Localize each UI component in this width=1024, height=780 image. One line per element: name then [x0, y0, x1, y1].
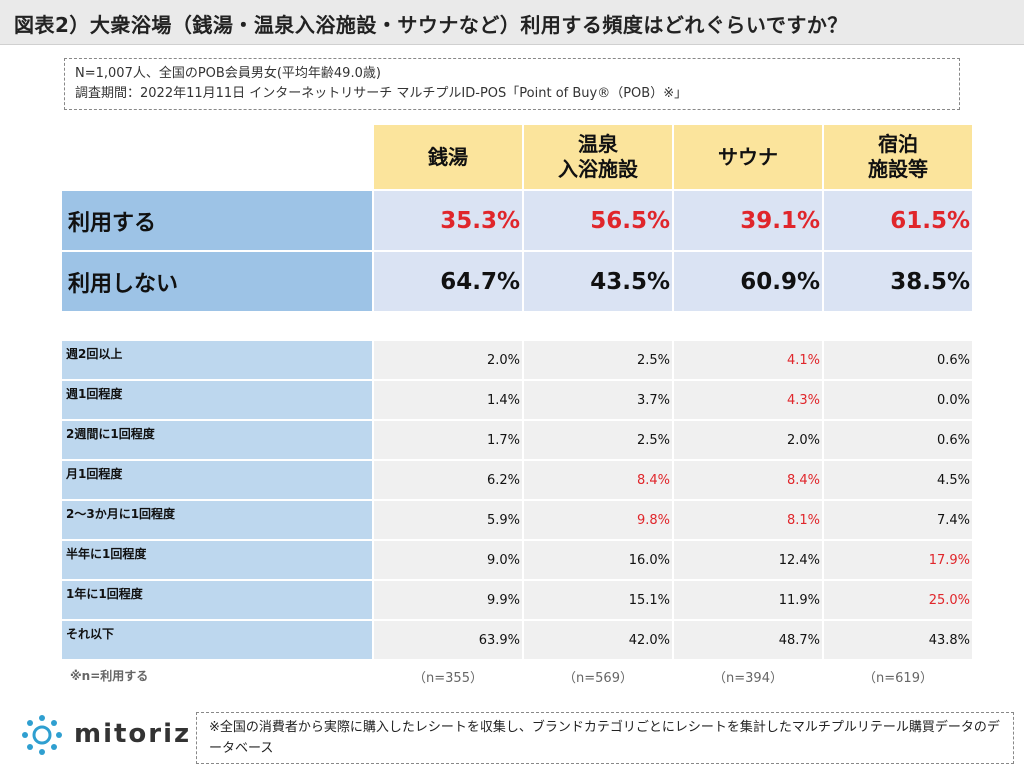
mitoriz-logo-icon: [22, 715, 62, 755]
row-label: 週1回程度: [62, 381, 372, 419]
value-cell: 60.9%: [674, 252, 822, 311]
value-cell: 0.6%: [824, 341, 972, 379]
sample-size-sauna: （n=394）: [713, 671, 783, 686]
frequency-row: 2～3か月に1回程度 5.9% 9.8% 8.1% 7.4%: [62, 501, 972, 539]
value-cell: 16.0%: [524, 541, 672, 579]
frequency-row: 月1回程度 6.2% 8.4% 8.4% 4.5%: [62, 461, 972, 499]
header-corner: [62, 125, 372, 189]
value-cell: 39.1%: [674, 191, 822, 250]
value-cell: 38.5%: [824, 252, 972, 311]
value-cell: 6.2%: [374, 461, 522, 499]
footnote: ※全国の消費者から実際に購入したレシートを収集し、ブランドカテゴリごとにレシート…: [196, 712, 1014, 764]
value-cell: 9.8%: [524, 501, 672, 539]
title-bar: 図表2）大衆浴場（銭湯・温泉入浴施設・サウナなど）利用する頻度はどれぐらいですか…: [0, 0, 1024, 45]
column-header-sento: 銭湯: [374, 125, 522, 189]
usage-rows: 利用する 35.3% 56.5% 39.1% 61.5% 利用しない 64.7% 43.5% 6…: [62, 191, 972, 311]
value-cell: 2.5%: [524, 421, 672, 459]
row-label: 2～3か月に1回程度: [62, 501, 372, 539]
value-cell: 9.9%: [374, 581, 522, 619]
value-cell: 0.6%: [824, 421, 972, 459]
value-cell: 12.4%: [674, 541, 822, 579]
survey-note: N=1,007人、全国のPOB会員男女(平均年齢49.0歳) 調査期間：2022…: [64, 58, 960, 110]
frequency-row: それ以下 63.9% 42.0% 48.7% 43.8%: [62, 621, 972, 659]
value-cell: 3.7%: [524, 381, 672, 419]
sample-size-sento: （n=355）: [413, 671, 483, 686]
row-label: 利用する: [62, 191, 372, 250]
value-cell: 17.9%: [824, 541, 972, 579]
value-cell: 9.0%: [374, 541, 522, 579]
results-table: 銭湯 温泉 入浴施設 サウナ 宿泊 施設等 利用する 35.3% 56.5% 39.1…: [62, 125, 972, 686]
usage-row: 利用しない 64.7% 43.5% 60.9% 38.5%: [62, 252, 972, 311]
row-label: 半年に1回程度: [62, 541, 372, 579]
value-cell: 43.8%: [824, 621, 972, 659]
sample-size-row: ※n=利用する （n=355） （n=569） （n=394） （n=619）: [62, 667, 972, 686]
row-label: 利用しない: [62, 252, 372, 311]
value-cell: 4.1%: [674, 341, 822, 379]
value-cell: 1.7%: [374, 421, 522, 459]
value-cell: 2.5%: [524, 341, 672, 379]
sample-size-note: ※n=利用する: [70, 669, 149, 683]
row-label: 月1回程度: [62, 461, 372, 499]
value-cell: 43.5%: [524, 252, 672, 311]
value-cell: 25.0%: [824, 581, 972, 619]
value-cell: 2.0%: [674, 421, 822, 459]
value-cell: 56.5%: [524, 191, 672, 250]
value-cell: 61.5%: [824, 191, 972, 250]
value-cell: 5.9%: [374, 501, 522, 539]
row-label: それ以下: [62, 621, 372, 659]
page-title: 図表2）大衆浴場（銭湯・温泉入浴施設・サウナなど）利用する頻度はどれぐらいですか…: [14, 13, 848, 37]
column-header-onsen: 温泉 入浴施設: [524, 125, 672, 189]
frequency-row: 週1回程度 1.4% 3.7% 4.3% 0.0%: [62, 381, 972, 419]
value-cell: 42.0%: [524, 621, 672, 659]
value-cell: 8.1%: [674, 501, 822, 539]
sample-size-hotel: （n=619）: [863, 671, 933, 686]
row-label: 週2回以上: [62, 341, 372, 379]
row-label: 1年に1回程度: [62, 581, 372, 619]
sample-size-onsen: （n=569）: [563, 671, 633, 686]
value-cell: 1.4%: [374, 381, 522, 419]
mitoriz-logo-text: mitoriz: [74, 719, 192, 749]
value-cell: 63.9%: [374, 621, 522, 659]
value-cell: 4.5%: [824, 461, 972, 499]
value-cell: 2.0%: [374, 341, 522, 379]
frequency-row: 週2回以上 2.0% 2.5% 4.1% 0.6%: [62, 341, 972, 379]
row-label: 2週間に1回程度: [62, 421, 372, 459]
frequency-row: 2週間に1回程度 1.7% 2.5% 2.0% 0.6%: [62, 421, 972, 459]
value-cell: 15.1%: [524, 581, 672, 619]
table-header-row: 銭湯 温泉 入浴施設 サウナ 宿泊 施設等: [62, 125, 972, 189]
value-cell: 48.7%: [674, 621, 822, 659]
column-header-sauna: サウナ: [674, 125, 822, 189]
value-cell: 0.0%: [824, 381, 972, 419]
value-cell: 8.4%: [674, 461, 822, 499]
value-cell: 35.3%: [374, 191, 522, 250]
value-cell: 11.9%: [674, 581, 822, 619]
survey-note-line-1: N=1,007人、全国のPOB会員男女(平均年齢49.0歳): [75, 66, 381, 81]
mitoriz-logo: mitoriz: [20, 713, 190, 759]
value-cell: 64.7%: [374, 252, 522, 311]
frequency-rows: 週2回以上 2.0% 2.5% 4.1% 0.6% 週1回程度 1.4% 3.7% 4.3% 0.…: [62, 341, 972, 659]
frequency-row: 半年に1回程度 9.0% 16.0% 12.4% 17.9%: [62, 541, 972, 579]
value-cell: 4.3%: [674, 381, 822, 419]
frequency-row: 1年に1回程度 9.9% 15.1% 11.9% 25.0%: [62, 581, 972, 619]
value-cell: 7.4%: [824, 501, 972, 539]
survey-note-line-2: 調査期間：2022年11月11日 インターネットリサーチ マルチプルID-POS…: [75, 86, 688, 101]
column-header-hotel: 宿泊 施設等: [824, 125, 972, 189]
value-cell: 8.4%: [524, 461, 672, 499]
usage-row: 利用する 35.3% 56.5% 39.1% 61.5%: [62, 191, 972, 250]
